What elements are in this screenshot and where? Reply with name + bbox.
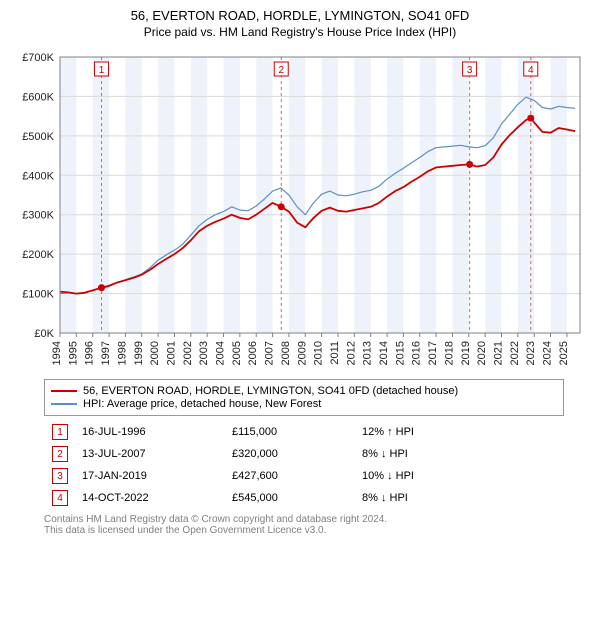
chart-subtitle: Price paid vs. HM Land Registry's House … [10, 25, 590, 39]
footer-line-2: This data is licensed under the Open Gov… [44, 525, 564, 536]
svg-text:£300K: £300K [22, 210, 54, 222]
sale-date: 14-OCT-2022 [82, 492, 232, 504]
svg-text:1994: 1994 [51, 341, 63, 365]
svg-text:2004: 2004 [215, 341, 227, 365]
svg-text:2005: 2005 [231, 341, 243, 365]
sale-price: £320,000 [232, 448, 362, 460]
sale-diff: 8% ↓ HPI [362, 448, 482, 460]
sale-price: £427,600 [232, 470, 362, 482]
sale-price: £115,000 [232, 426, 362, 438]
legend-item: HPI: Average price, detached house, New … [51, 398, 557, 410]
chart-area: £0K £100K £200K £300K £400K £500K £600K £700K 19… [10, 43, 590, 373]
legend-swatch [51, 403, 77, 405]
svg-text:2017: 2017 [427, 341, 439, 365]
svg-text:1: 1 [99, 65, 105, 76]
svg-text:£200K: £200K [22, 249, 54, 261]
svg-text:£700K: £700K [22, 52, 54, 64]
sale-price: £545,000 [232, 492, 362, 504]
svg-text:1998: 1998 [116, 341, 128, 365]
svg-text:2009: 2009 [296, 341, 308, 365]
sale-date: 17-JAN-2019 [82, 470, 232, 482]
svg-text:2022: 2022 [509, 341, 521, 365]
svg-text:2015: 2015 [394, 341, 406, 365]
sale-marker-badge: 3 [52, 468, 68, 484]
svg-text:2018: 2018 [443, 341, 455, 365]
legend-item: 56, EVERTON ROAD, HORDLE, LYMINGTON, SO4… [51, 385, 557, 397]
footer-line-1: Contains HM Land Registry data © Crown c… [44, 514, 564, 525]
svg-text:2011: 2011 [329, 341, 341, 365]
page-container: 56, EVERTON ROAD, HORDLE, LYMINGTON, SO4… [0, 0, 600, 542]
svg-text:2: 2 [278, 65, 284, 76]
legend-label: 56, EVERTON ROAD, HORDLE, LYMINGTON, SO4… [83, 385, 458, 397]
svg-text:2014: 2014 [378, 341, 390, 365]
sale-date: 16-JUL-1996 [82, 426, 232, 438]
svg-text:2006: 2006 [247, 341, 259, 365]
svg-text:2013: 2013 [362, 341, 374, 365]
svg-text:£600K: £600K [22, 91, 54, 103]
svg-text:2019: 2019 [460, 341, 472, 365]
svg-text:3: 3 [467, 65, 473, 76]
legend: 56, EVERTON ROAD, HORDLE, LYMINGTON, SO4… [44, 379, 564, 416]
svg-text:2007: 2007 [264, 341, 276, 365]
svg-text:2010: 2010 [313, 341, 325, 365]
svg-text:2001: 2001 [165, 341, 177, 365]
svg-text:£0K: £0K [34, 328, 54, 340]
svg-text:1997: 1997 [100, 341, 112, 365]
svg-text:2025: 2025 [558, 341, 570, 365]
sale-date: 13-JUL-2007 [82, 448, 232, 460]
sale-marker-badge: 1 [52, 424, 68, 440]
sale-marker-badge: 2 [52, 446, 68, 462]
legend-swatch [51, 390, 77, 392]
sale-diff: 10% ↓ HPI [362, 470, 482, 482]
svg-text:2023: 2023 [525, 341, 537, 365]
svg-text:2008: 2008 [280, 341, 292, 365]
svg-text:2002: 2002 [182, 341, 194, 365]
legend-label: HPI: Average price, detached house, New … [83, 398, 321, 410]
footer: Contains HM Land Registry data © Crown c… [44, 514, 564, 536]
svg-text:1996: 1996 [84, 341, 96, 365]
sale-diff: 12% ↑ HPI [362, 426, 482, 438]
svg-text:£400K: £400K [22, 170, 54, 182]
svg-text:1999: 1999 [133, 341, 145, 365]
svg-text:2021: 2021 [493, 341, 505, 365]
svg-text:1995: 1995 [67, 341, 79, 365]
line-chart: £0K £100K £200K £300K £400K £500K £600K £700K 19… [10, 43, 590, 373]
svg-text:£500K: £500K [22, 131, 54, 143]
chart-title: 56, EVERTON ROAD, HORDLE, LYMINGTON, SO4… [10, 8, 590, 23]
svg-text:2016: 2016 [411, 341, 423, 365]
svg-text:2000: 2000 [149, 341, 161, 365]
svg-text:4: 4 [528, 65, 534, 76]
svg-text:£100K: £100K [22, 289, 54, 301]
svg-text:2020: 2020 [476, 341, 488, 365]
sale-marker-badge: 4 [52, 490, 68, 506]
svg-text:2012: 2012 [345, 341, 357, 365]
svg-text:2003: 2003 [198, 341, 210, 365]
svg-text:2024: 2024 [542, 341, 554, 365]
sale-diff: 8% ↓ HPI [362, 492, 482, 504]
sales-table: 1 16-JUL-1996£115,00012% ↑ HPI 2 13-JUL-200… [44, 420, 564, 510]
